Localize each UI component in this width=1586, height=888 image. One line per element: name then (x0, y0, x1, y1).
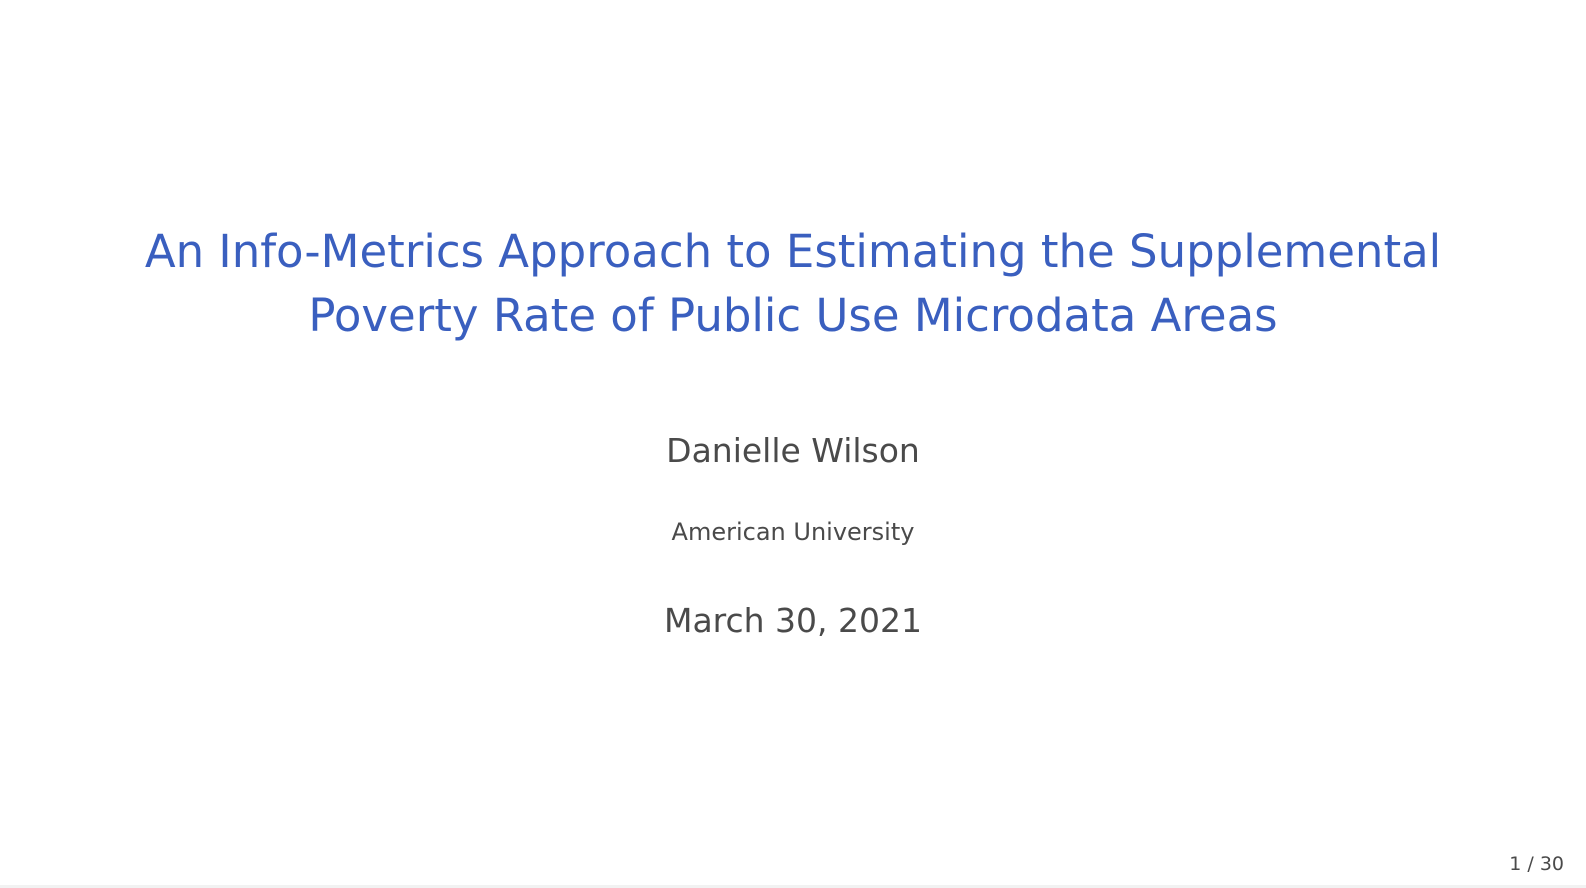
author-name: Danielle Wilson (666, 431, 920, 470)
slide-title-line-1: An Info-Metrics Approach to Estimating t… (144, 225, 1442, 278)
footer-divider (0, 885, 1586, 888)
slide-title-line-2: Poverty Rate of Public Use Microdata Are… (308, 289, 1278, 342)
institute-name: American University (671, 518, 915, 546)
presentation-date: March 30, 2021 (663, 601, 923, 640)
slide-title: An Info-Metrics Approach to Estimating t… (0, 220, 1586, 348)
page-number: 1 / 30 (1509, 853, 1564, 875)
